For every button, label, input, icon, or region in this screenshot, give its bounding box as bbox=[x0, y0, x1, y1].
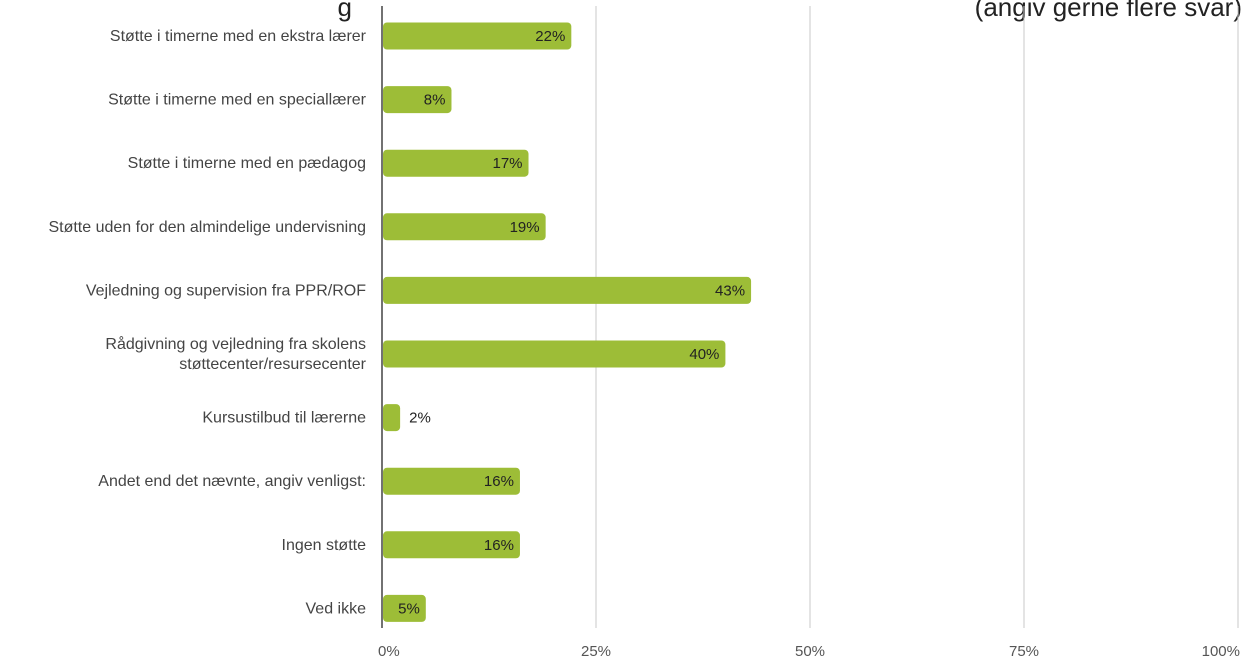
data-label: 17% bbox=[492, 155, 522, 172]
data-label: 16% bbox=[484, 537, 514, 554]
x-tick-label: 100% bbox=[1202, 643, 1240, 660]
category-label: Støtte i timerne med en ekstra lærer bbox=[110, 28, 367, 45]
bar bbox=[383, 340, 726, 368]
category-label: Støtte i timerne med en speciallærer bbox=[108, 92, 367, 109]
bar bbox=[383, 22, 572, 50]
bar bbox=[383, 149, 529, 177]
bars: 22% 8% 17% 19% 43% 40% 2% 16% 16% 5% bbox=[383, 22, 752, 622]
category-label: Støtte i timerne med en pædagog bbox=[128, 155, 366, 172]
category-label: Kursustilbud til lærerne bbox=[202, 410, 366, 427]
x-tick-label: 50% bbox=[795, 643, 825, 660]
category-label: Ingen støtte bbox=[282, 537, 367, 554]
category-label: Ved ikke bbox=[306, 600, 367, 617]
bar bbox=[383, 531, 520, 559]
category-label: Andet end det nævnte, angiv venligst: bbox=[98, 473, 366, 490]
bar bbox=[383, 594, 426, 622]
category-label: Vejledning og supervision fra PPR/ROF bbox=[86, 282, 366, 299]
x-tick-label: 75% bbox=[1009, 643, 1039, 660]
chart-title-fragment-left: g bbox=[338, 0, 352, 22]
x-tick-label: 25% bbox=[581, 643, 611, 660]
chart-title-fragment-right: (angiv gerne flere svar) bbox=[975, 0, 1242, 22]
data-label: 22% bbox=[535, 28, 565, 45]
category-label: Støtte uden for den almindelige undervis… bbox=[48, 219, 366, 236]
data-label: 2% bbox=[409, 410, 431, 427]
bar bbox=[383, 276, 752, 304]
bar bbox=[383, 213, 546, 241]
data-label: 19% bbox=[510, 219, 540, 236]
category-label: Rådgivning og vejledning fra skolens bbox=[105, 335, 366, 353]
data-label: 8% bbox=[424, 92, 446, 109]
bar bbox=[383, 86, 452, 114]
x-tick-label: 0% bbox=[378, 643, 400, 660]
bar bbox=[383, 467, 520, 495]
data-label: 43% bbox=[715, 282, 745, 299]
bar bbox=[383, 404, 401, 432]
category-labels: Støtte i timerne med en ekstra lærer Støt… bbox=[48, 28, 366, 617]
data-label: 5% bbox=[398, 600, 420, 617]
category-label: støttecenter/resursecenter bbox=[179, 356, 366, 373]
gridlines bbox=[381, 6, 1239, 628]
data-label: 16% bbox=[484, 473, 514, 490]
x-axis-ticks: 0% 25% 50% 75% 100% bbox=[378, 643, 1240, 660]
data-label: 40% bbox=[689, 346, 719, 363]
